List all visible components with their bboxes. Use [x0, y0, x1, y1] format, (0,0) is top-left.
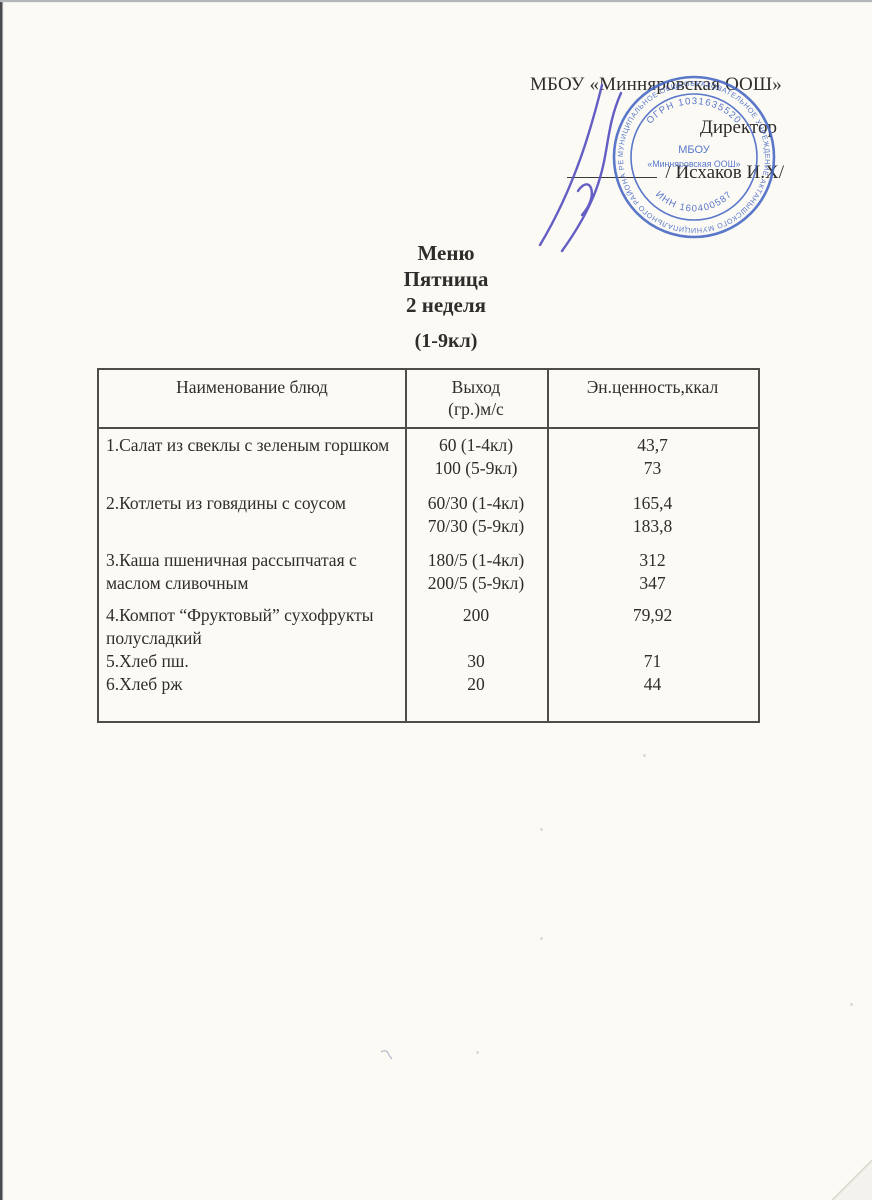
dust-speck: [643, 754, 646, 757]
dust-speck: [850, 1003, 853, 1006]
cell-line: 20: [467, 674, 485, 694]
header-energy: Эн.ценность,ккал: [586, 377, 719, 397]
stamp-center-abbr: МБОУ: [678, 144, 711, 156]
cell-line: 44: [643, 674, 662, 694]
table-cell: 5.Хлеб пш.: [99, 650, 405, 673]
table-cell: 2.Котлеты из говядины с соусом: [99, 492, 405, 538]
table-cell: 44: [547, 673, 758, 696]
scan-corner-fold: [832, 1160, 872, 1200]
table-row: 3.Каша пшеничная рассыпчатая с маслом сли…: [99, 549, 758, 595]
dust-speck: [476, 1051, 479, 1054]
table-cell: 30: [405, 650, 547, 673]
table-row: 5.Хлеб пш. 30 71: [99, 650, 758, 673]
table-cell: 312 347: [547, 549, 758, 595]
table-divider-1: [405, 370, 407, 721]
header-output: Выход (гр.)м/с: [405, 376, 547, 429]
official-round-stamp: МУНИЦИПАЛЬНОЕ ОБЩЕОБРАЗОВАТЕЛЬНОЕ УЧРЕЖД…: [607, 70, 776, 239]
table-cell: 71: [547, 650, 758, 673]
table-cell: 79,92: [547, 604, 758, 650]
org-name: МБОУ «Минняровская ООШ»: [529, 74, 782, 95]
class-range: (1-9кл): [414, 330, 478, 352]
header-dish-name: Наименование блюд: [176, 377, 328, 397]
cell-line: полусладкий: [106, 628, 202, 648]
cell-line: 30: [467, 651, 485, 671]
table-row: 1.Салат из свеклы с зеленым горшком 60 (1…: [99, 434, 758, 480]
cell-line: 1.Салат из свеклы с зеленым горшком: [106, 435, 390, 455]
cell-line: 70/30 (5-9кл): [427, 516, 525, 536]
table-cell: 3.Каша пшеничная рассыпчатая с маслом сли…: [99, 549, 405, 595]
cell-line: 180/5 (1-4кл): [427, 550, 525, 570]
table-divider-2: [547, 370, 549, 721]
cell-line: 347: [639, 573, 666, 593]
menu-table: Наименование блюд Выход (гр.)м/с Эн.ценн…: [97, 368, 760, 1060]
cell-line: 3.Каша пшеничная рассыпчатая с: [106, 550, 357, 570]
cell-line: 200: [462, 605, 490, 625]
table-cell: 180/5 (1-4кл) 200/5 (5-9кл): [405, 549, 547, 595]
cell-line: 71: [643, 651, 662, 671]
director-label: Директор: [699, 117, 777, 138]
handwritten-signature: [538, 83, 623, 253]
signature-blank-line: [567, 177, 658, 178]
table-header-rule: [99, 427, 758, 429]
table-row: 2.Котлеты из говядины с соусом 60/30 (1-4…: [99, 492, 758, 538]
title-menu: Меню: [417, 241, 475, 265]
cell-line: 100 (5-9кл): [434, 458, 518, 478]
cell-line: маслом сливочным: [106, 573, 249, 593]
cell-line: 4.Компот “Фруктовый” сухофрукты: [106, 605, 374, 625]
signature-row: / Исхаков И.Х/: [567, 162, 784, 184]
header-output-line2: (гр.)м/с: [448, 399, 504, 419]
table-cell: 165,4 183,8: [547, 492, 758, 538]
table-cell: 60/30 (1-4кл) 70/30 (5-9кл): [405, 492, 547, 538]
cell-line: 79,92: [632, 605, 673, 625]
cell-line: 312: [639, 550, 666, 570]
stamp-center-name: «Минняровская ООШ»: [647, 159, 740, 169]
cell-line: 73: [643, 458, 662, 478]
cell-line: 165,4: [632, 493, 673, 513]
table-body: 1.Салат из свеклы с зеленым горшком 60 (1…: [99, 429, 758, 696]
table-row: 6.Хлеб рж 20 44: [99, 673, 758, 696]
cell-line: 60 (1-4кл): [438, 435, 514, 455]
cell-line: 200/5 (5-9кл): [427, 573, 525, 593]
cell-line: 5.Хлеб пш.: [106, 651, 189, 671]
scan-edge-top: [0, 0, 872, 3]
menu-title-block: Меню Пятница 2 неделя: [20, 240, 872, 318]
cell-line: 60/30 (1-4кл): [427, 493, 525, 513]
table-cell: 6.Хлеб рж: [99, 673, 405, 696]
header-output-line1: Выход: [451, 377, 501, 397]
table-cell: 200: [405, 604, 547, 650]
table-cell: 1.Салат из свеклы с зеленым горшком: [99, 434, 405, 480]
table-header-row: Наименование блюд Выход (гр.)м/с Эн.ценн…: [99, 370, 758, 429]
scan-edge-left: [0, 0, 4, 1200]
dust-speck: [540, 828, 543, 831]
cell-line: 2.Котлеты из говядины с соусом: [106, 493, 346, 513]
table-cell: 60 (1-4кл) 100 (5-9кл): [405, 434, 547, 480]
table-row: 4.Компот “Фруктовый” сухофрукты полусладк…: [99, 604, 758, 650]
director-signature-name: / Исхаков И.Х/: [665, 162, 784, 183]
table-cell: 4.Компот “Фруктовый” сухофрукты полусладк…: [99, 604, 405, 650]
title-day: Пятница: [403, 267, 489, 291]
pen-mark: [380, 1050, 393, 1060]
table-cell: 43,7 73: [547, 434, 758, 480]
title-week: 2 неделя: [406, 293, 486, 317]
cell-line: 183,8: [632, 516, 673, 536]
table-cell: 20: [405, 673, 547, 696]
dust-speck: [540, 937, 543, 940]
cell-line: 43,7: [637, 435, 668, 455]
cell-line: 6.Хлеб рж: [106, 674, 183, 694]
